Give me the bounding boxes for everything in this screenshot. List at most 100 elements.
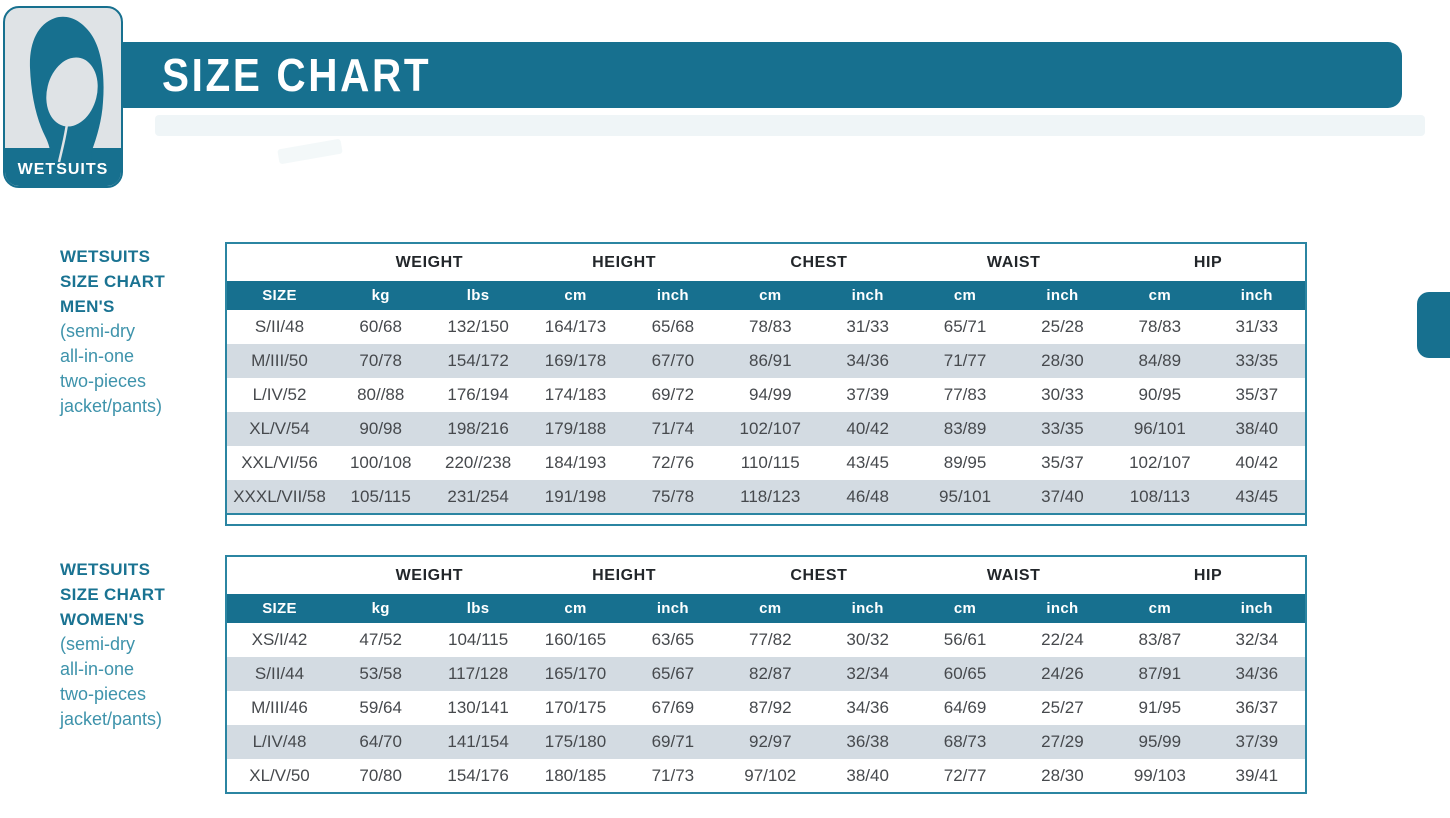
value-cell: 24/26 — [1041, 664, 1084, 683]
value-cell: 83/89 — [943, 419, 987, 438]
side-edge-tab[interactable] — [1417, 292, 1450, 358]
value-cell: 108/113 — [1129, 486, 1190, 506]
group-header: WEIGHT — [332, 243, 527, 281]
value-cell: 82/87 — [748, 664, 792, 683]
spacer-cell — [226, 513, 1306, 525]
caption-line: (semi-dry — [60, 321, 135, 341]
value-cell: 170/175 — [544, 698, 607, 717]
value-cell: 118/123 — [740, 486, 801, 506]
corner-cell — [226, 243, 332, 281]
value-cell: 25/28 — [1041, 317, 1084, 336]
value-cell: 87/92 — [748, 698, 792, 717]
value-cell: 99/103 — [1133, 765, 1186, 785]
size-cell: M/III/46 — [251, 698, 308, 717]
value-cell: 25/27 — [1041, 698, 1084, 717]
value-cell: 63/65 — [651, 630, 695, 649]
size-cell: XXXL/VII/58 — [233, 486, 326, 506]
group-header: WEIGHT — [332, 556, 527, 594]
column-header: cm — [1111, 594, 1209, 623]
group-header: HEIGHT — [526, 243, 722, 281]
value-cell: 104/115 — [447, 630, 509, 649]
logo-label: WETSUITS — [17, 161, 109, 178]
table-row: XXXL/VII/58 105/115 231/254 191/198 75/78 118… — [226, 480, 1306, 514]
table-row: XXL/VI/56 100/108 220//238 184/193 72/76 110/… — [226, 446, 1306, 480]
value-cell: 87/91 — [1138, 664, 1182, 683]
caption-line: jacket/pants) — [60, 709, 163, 729]
caption-line: SIZE CHART — [60, 585, 165, 604]
column-header: inch — [818, 281, 917, 310]
value-cell: 33/35 — [1235, 351, 1279, 370]
group-header: CHEST — [721, 556, 917, 594]
value-cell: 90/98 — [359, 419, 402, 438]
group-header: HIP — [1111, 243, 1306, 281]
page-title: SIZE CHART — [162, 49, 432, 101]
value-cell: 34/36 — [846, 351, 889, 370]
value-cell: 47/52 — [359, 630, 402, 649]
value-cell: 30/32 — [846, 630, 889, 649]
value-cell: 27/29 — [1041, 732, 1084, 751]
value-cell: 164/173 — [544, 317, 607, 336]
value-cell: 71/77 — [943, 351, 987, 370]
value-cell: 36/38 — [846, 732, 889, 751]
value-cell: 71/74 — [651, 419, 695, 438]
caption-line: WOMEN'S — [60, 610, 145, 629]
value-cell: 43/45 — [846, 453, 889, 472]
value-cell: 91/95 — [1138, 698, 1182, 717]
value-cell: 67/69 — [651, 698, 695, 717]
column-header: inch — [818, 594, 917, 623]
value-cell: 169/178 — [544, 351, 607, 370]
value-cell: 71/73 — [651, 765, 695, 785]
table-row: L/IV/52 80//88 176/194 174/183 69/72 94/99 37/… — [226, 378, 1306, 412]
value-cell: 38/40 — [1235, 419, 1279, 438]
column-header: lbs — [429, 594, 527, 623]
value-cell: 83/87 — [1138, 630, 1182, 649]
value-cell: 30/33 — [1041, 385, 1084, 404]
value-cell: 22/24 — [1041, 630, 1084, 649]
group-header-row: WEIGHT HEIGHT CHEST WAIST HIP — [226, 243, 1306, 281]
size-cell: XXL/VI/56 — [241, 453, 318, 472]
value-cell: 105/115 — [350, 486, 411, 506]
value-cell: 38/40 — [846, 765, 889, 785]
value-cell: 28/30 — [1041, 765, 1084, 785]
value-cell: 56/61 — [943, 630, 987, 649]
value-cell: 37/39 — [1235, 732, 1279, 751]
value-cell: 37/39 — [846, 385, 889, 404]
value-cell: 175/180 — [544, 732, 607, 751]
value-cell: 31/33 — [1235, 317, 1279, 336]
value-cell: 100/108 — [349, 453, 412, 472]
column-header: SIZE — [226, 281, 332, 310]
value-cell: 65/68 — [651, 317, 695, 336]
value-cell: 154/172 — [447, 351, 509, 370]
mens-size-table: WEIGHT HEIGHT CHEST WAIST HIP SIZE kg lbs cm inch… — [225, 242, 1307, 526]
column-header: lbs — [429, 281, 527, 310]
value-cell: 180/185 — [544, 765, 607, 785]
value-cell: 154/176 — [447, 765, 509, 785]
column-header: kg — [332, 594, 430, 623]
column-header: SIZE — [226, 594, 332, 623]
value-cell: 95/101 — [939, 486, 992, 506]
caption-line: MEN'S — [60, 297, 115, 316]
value-cell: 90/95 — [1138, 385, 1182, 404]
value-cell: 35/37 — [1235, 385, 1279, 404]
value-cell: 132/150 — [447, 317, 509, 336]
value-cell: 69/72 — [651, 385, 695, 404]
size-cell: L/IV/48 — [252, 732, 307, 751]
value-cell: 59/64 — [359, 698, 402, 717]
womens-table-caption: WETSUITS SIZE CHART WOMEN'S (semi-dry al… — [60, 557, 225, 732]
value-cell: 179/188 — [544, 419, 607, 438]
column-header-row: SIZE kg lbs cm inch cm inch cm inch cm inch — [226, 281, 1306, 310]
value-cell: 84/89 — [1138, 351, 1182, 370]
value-cell: 77/82 — [748, 630, 792, 649]
caption-line: two-pieces — [60, 684, 147, 704]
size-cell: XS/I/42 — [251, 630, 308, 649]
column-header: cm — [1111, 281, 1209, 310]
value-cell: 165/170 — [544, 664, 607, 683]
value-cell: 102/107 — [739, 419, 801, 438]
caption-line: (semi-dry — [60, 634, 135, 654]
value-cell: 97/102 — [744, 765, 797, 785]
value-cell: 231/254 — [447, 486, 509, 506]
column-header: inch — [624, 594, 722, 623]
caption-line: WETSUITS — [60, 247, 151, 266]
column-header: cm — [526, 281, 625, 310]
watermark-ghost — [155, 115, 1425, 136]
